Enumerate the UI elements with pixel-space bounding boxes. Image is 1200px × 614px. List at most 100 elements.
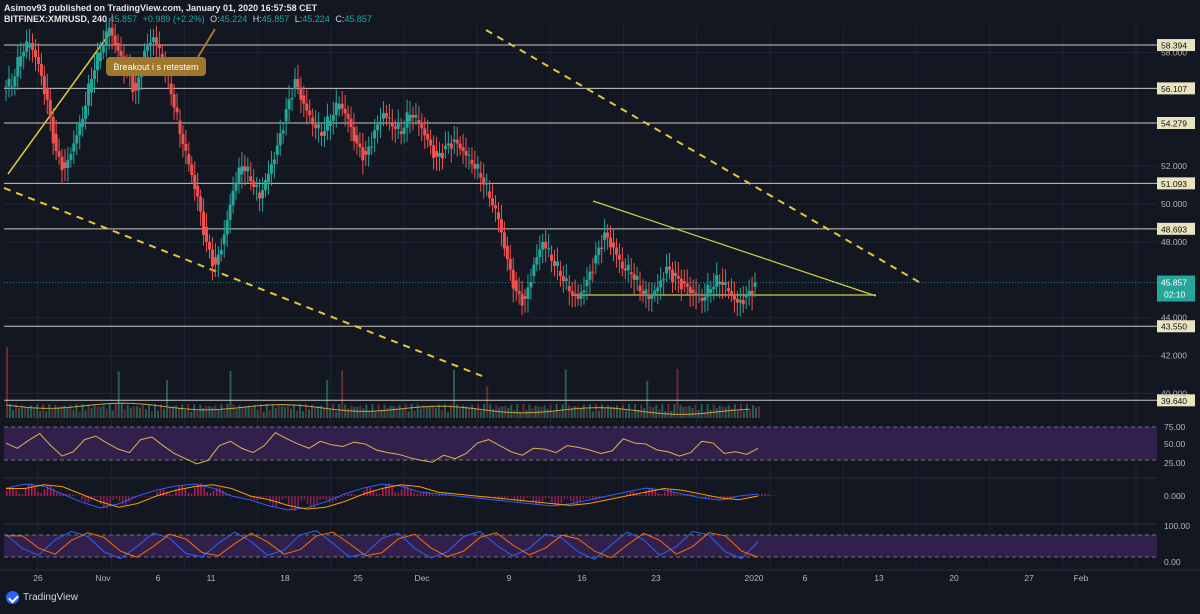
candle-body (443, 145, 447, 150)
candle-body (205, 226, 209, 242)
macd-hist-bar (745, 496, 747, 497)
volume-bar (259, 404, 262, 418)
volume-bar (603, 408, 606, 418)
macd-hist-bar (651, 487, 653, 496)
price-tick-label: 48.000 (1161, 237, 1187, 247)
candle-body (213, 257, 217, 265)
candle-body (104, 31, 108, 45)
candle-body (585, 279, 589, 287)
macd-hist-bar (770, 495, 773, 496)
volume-bar (579, 407, 582, 418)
macd-hist-bar (62, 494, 64, 496)
price-level-tag (1157, 320, 1195, 333)
macd-hist-bar (256, 496, 259, 501)
high-value: 45.857 (261, 14, 290, 24)
candle-body (691, 289, 695, 294)
macd-hist-bar (78, 495, 80, 497)
rsi-band (4, 427, 1157, 460)
volume-bar (335, 411, 338, 418)
macd-hist-bar (259, 496, 262, 499)
macd-hist-bar (209, 493, 212, 496)
candle-body (231, 190, 235, 206)
stoch-tick-label: 100.00 (1164, 521, 1190, 531)
candle-body (673, 272, 677, 277)
candle-body (157, 45, 161, 49)
current-price-tag (1157, 275, 1195, 302)
macd-hist-bar (46, 485, 49, 496)
volume-bar (199, 404, 202, 418)
macd-hist-bar (519, 496, 522, 503)
candle-body (184, 144, 188, 151)
candle-body (721, 281, 725, 285)
symbol-name[interactable]: BITFINEX:XMRUSD, 240 (4, 14, 108, 24)
candle-body (623, 268, 627, 271)
macd-hist-bar (338, 496, 340, 498)
volume-bar (679, 405, 682, 418)
candle-body (461, 147, 465, 152)
macd-hist-bar (551, 496, 553, 503)
macd-hist-bar (591, 496, 594, 501)
breakout-callout[interactable]: Breakout i s retestem (106, 57, 206, 76)
volume-bar (232, 404, 235, 418)
volume-bar (643, 407, 646, 418)
candle-body (479, 173, 483, 178)
candle-body (196, 185, 200, 197)
candle-body (449, 143, 453, 149)
current-price-label: 45.857 (1161, 278, 1187, 288)
price-level-tag (1157, 117, 1195, 130)
macd-hist-bar (660, 494, 663, 496)
macd-hist-bar (657, 493, 660, 496)
candle-body (92, 70, 96, 80)
macd-hist-bar (56, 492, 58, 496)
volume-bar (455, 404, 458, 418)
macd-hist-bar (764, 493, 766, 496)
candle-body (617, 254, 621, 260)
macd-line (5, 483, 759, 511)
macd-hist-bar (6, 490, 8, 496)
macd-hist-bar (278, 496, 281, 504)
volume-bar (564, 369, 567, 418)
candle-body (576, 296, 580, 299)
volume-bar (172, 406, 175, 418)
volume-bar (347, 408, 350, 418)
candle-body (538, 249, 542, 258)
volume-bar (434, 408, 437, 418)
macd-hist-bar (266, 496, 268, 497)
volume-bar (157, 410, 159, 418)
volume-bar (295, 410, 298, 418)
macd-hist-bar (378, 494, 381, 496)
breakout-trendline (7, 29, 113, 175)
candle-body (573, 293, 577, 295)
macd-hist-bar (761, 493, 763, 496)
volume-bar (498, 407, 501, 418)
volume-bar (573, 406, 576, 418)
candle-body (72, 143, 76, 152)
macd-hist-bar (316, 496, 318, 505)
volume-bar (730, 408, 733, 418)
price-level-tag (1157, 222, 1195, 235)
candle-body (66, 159, 70, 169)
tradingview-logo[interactable]: TradingView (6, 591, 78, 604)
macd-hist-bar (93, 496, 96, 498)
macd-hist-bar (190, 493, 193, 496)
indicator-panes: 75.00 50.00 25.00 0.000 100.00 0.00 (4, 422, 1190, 567)
macd-hist-bar (403, 485, 406, 496)
macd-hist-bar (541, 496, 544, 502)
candle-body (426, 133, 430, 140)
macd-hist-bar (303, 496, 306, 500)
macd-hist-bar (100, 496, 102, 504)
macd-hist-bar (476, 496, 478, 498)
volume-bar (280, 406, 283, 418)
macd-hist-bar (438, 494, 440, 496)
price-axis: 58.394 56.107 54.279 51.093 48.693 43.550 39.6… (1157, 39, 1195, 407)
candle-body (278, 133, 282, 146)
volume-bar (150, 411, 153, 418)
candle-body (87, 83, 91, 106)
candle-body (626, 264, 630, 271)
volume-bar (57, 407, 60, 418)
candle-body (296, 79, 300, 88)
macd-hist-bar (588, 496, 591, 499)
macd-hist-bar (435, 495, 437, 496)
candle-body (272, 159, 276, 165)
